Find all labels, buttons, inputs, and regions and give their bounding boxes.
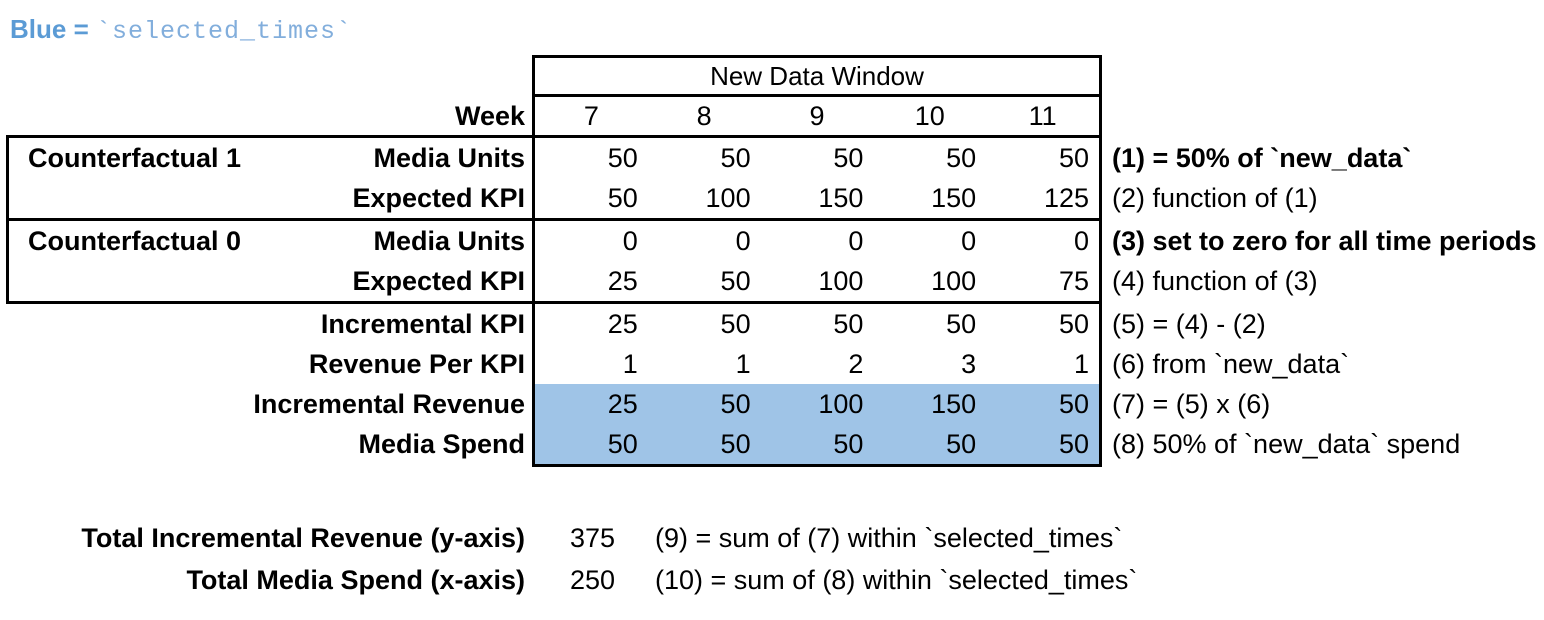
- week-header-cell: 7: [583, 100, 599, 131]
- table-cell: 50: [946, 308, 977, 339]
- row-label: Incremental KPI: [320, 309, 525, 339]
- table-row-media-spend-highlighted: 50 50 50 50 50: [535, 424, 1099, 464]
- table-cell: 50: [946, 142, 977, 173]
- week-header-cell: 9: [809, 100, 825, 131]
- table-row-incremental-revenue-highlighted: 25 50 100 150 50: [535, 384, 1099, 424]
- row-label: Media Units: [373, 226, 525, 256]
- row-annotation: (2) function of (1): [1112, 183, 1318, 213]
- table-cell: 0: [1073, 225, 1089, 256]
- row-annotation: (4) function of (3): [1112, 266, 1318, 296]
- row-label: Media Spend: [358, 429, 525, 459]
- week-header-cell: 11: [1028, 100, 1057, 131]
- legend-label: Blue =: [10, 14, 96, 44]
- table-cell: 50: [607, 428, 638, 459]
- week-header-cell: 8: [696, 100, 712, 131]
- row-annotation: (6) from `new_data`: [1112, 349, 1350, 379]
- new-data-window-header: New Data Window: [535, 58, 1099, 97]
- table-cell: 50: [720, 388, 751, 419]
- row-label: Incremental Revenue: [253, 389, 525, 419]
- data-table: New Data Window 7 8 9 10 11 50 50 50 50 …: [532, 55, 1102, 467]
- group-label-counterfactual-1: Counterfactual 1: [28, 143, 242, 173]
- week-header-cell: 10: [914, 100, 945, 131]
- table-cell: 100: [818, 388, 864, 419]
- table-cell: 0: [848, 225, 864, 256]
- legend-code: `selected_times`: [95, 17, 353, 46]
- summary-annotation: (9) = sum of (7) within `selected_times`: [655, 523, 1123, 553]
- table-cell: 25: [607, 308, 638, 339]
- table-cell: 50: [833, 142, 864, 173]
- row-annotation: (5) = (4) - (2): [1112, 309, 1266, 339]
- row-annotation: (7) = (5) x (6): [1112, 389, 1271, 419]
- table-cell: 50: [607, 142, 638, 173]
- table-cell: 100: [931, 265, 977, 296]
- table-cell: 150: [931, 182, 977, 213]
- table-cell: 50: [720, 142, 751, 173]
- summary-value-total-media-spend: 250: [570, 565, 616, 595]
- table-cell: 50: [720, 428, 751, 459]
- table-cell: 100: [818, 265, 864, 296]
- table-cell: 3: [961, 348, 977, 379]
- row-label: Expected KPI: [352, 266, 525, 296]
- table-cell: 150: [931, 388, 977, 419]
- table-cell: 50: [607, 182, 638, 213]
- table-cell: 50: [833, 428, 864, 459]
- table-row-expected-kpi-cf1: 50 100 150 150 125: [535, 178, 1099, 221]
- table-row-incremental-kpi: 25 50 50 50 50: [535, 304, 1099, 344]
- table-cell: 0: [961, 225, 977, 256]
- table-cell: 0: [735, 225, 751, 256]
- row-label: Expected KPI: [352, 183, 525, 213]
- table-cell: 50: [1058, 428, 1089, 459]
- table-cell: 50: [833, 308, 864, 339]
- table-row-media-units-cf1: 50 50 50 50 50: [535, 138, 1099, 178]
- table-cell: 125: [1043, 182, 1089, 213]
- table-row-media-units-cf0: 0 0 0 0 0: [535, 221, 1099, 261]
- table-cell: 25: [607, 388, 638, 419]
- table-cell: 50: [1058, 142, 1089, 173]
- table-row-revenue-per-kpi: 1 1 2 3 1: [535, 344, 1099, 384]
- row-label: Revenue Per KPI: [308, 349, 525, 379]
- table-cell: 50: [720, 308, 751, 339]
- table-cell: 1: [622, 348, 638, 379]
- table-cell: 2: [848, 348, 864, 379]
- table-cell: 0: [622, 225, 638, 256]
- summary-label-total-incremental-revenue: Total Incremental Revenue (y-axis): [81, 523, 525, 553]
- table-cell: 50: [1058, 308, 1089, 339]
- row-annotation: (3) set to zero for all time periods: [1112, 226, 1537, 256]
- table-cell: 50: [720, 265, 751, 296]
- week-header-row: 7 8 9 10 11: [535, 97, 1099, 138]
- group-label-counterfactual-0: Counterfactual 0: [28, 226, 242, 256]
- row-label: Media Units: [373, 143, 525, 173]
- legend: Blue = `selected_times`: [10, 14, 352, 46]
- table-cell: 1: [1073, 348, 1089, 379]
- table-cell: 1: [735, 348, 751, 379]
- summary-value-total-incremental-revenue: 375: [570, 523, 616, 553]
- table-cell: 100: [705, 182, 751, 213]
- table-cell: 50: [946, 428, 977, 459]
- row-annotation: (1) = 50% of `new_data`: [1112, 143, 1412, 173]
- table-row-expected-kpi-cf0: 25 50 100 100 75: [535, 261, 1099, 304]
- table-cell: 50: [1058, 388, 1089, 419]
- summary-annotation: (10) = sum of (8) within `selected_times…: [655, 565, 1138, 595]
- table-cell: 150: [818, 182, 864, 213]
- table-cell: 25: [607, 265, 638, 296]
- week-row-label: Week: [454, 101, 525, 131]
- table-cell: 75: [1058, 265, 1089, 296]
- row-annotation: (8) 50% of `new_data` spend: [1112, 429, 1461, 459]
- summary-label-total-media-spend: Total Media Spend (x-axis): [186, 565, 525, 595]
